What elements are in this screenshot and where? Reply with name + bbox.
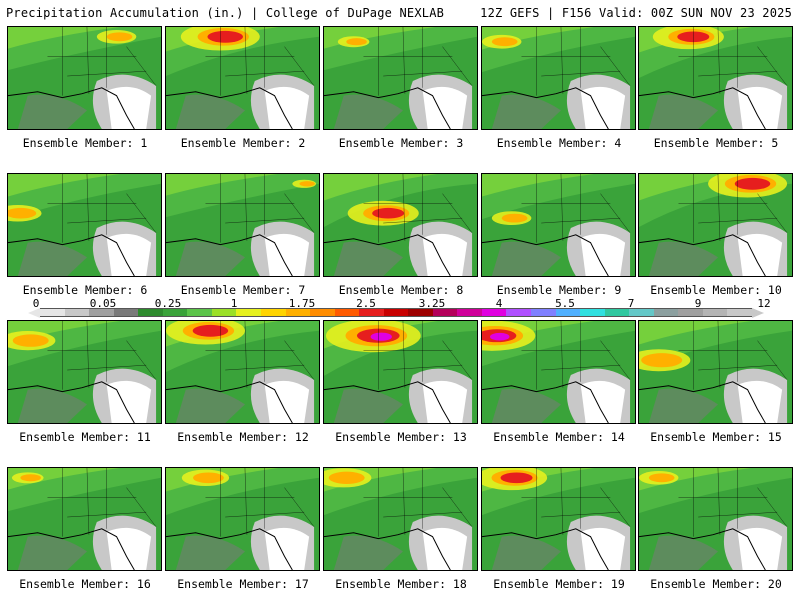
precip-map-panel [481, 467, 636, 571]
colorbar-tick-label: 0.05 [89, 297, 117, 310]
precipitation-colorbar [28, 308, 764, 318]
ensemble-member-label: Ensemble Member: 14 [493, 430, 625, 444]
colorbar-segment [580, 308, 606, 317]
precip-map-panel [638, 320, 793, 424]
colorbar-segment [187, 308, 213, 317]
colorbar-segment [113, 308, 139, 317]
precip-map-panel [638, 26, 793, 130]
precip-map-panel [481, 320, 636, 424]
ensemble-member-label: Ensemble Member: 15 [650, 430, 782, 444]
ensemble-member-label: Ensemble Member: 4 [496, 136, 622, 150]
colorbar-segment [236, 308, 262, 317]
colorbar-tick-label: 1 [230, 297, 238, 310]
colorbar-tick-label: 12 [757, 297, 771, 310]
precip-map-panel [7, 173, 162, 277]
ensemble-member-label: Ensemble Member: 20 [650, 577, 782, 591]
ensemble-member-label: Ensemble Member: 11 [19, 430, 151, 444]
colorbar-tick-label: 4 [495, 297, 503, 310]
ensemble-member-label: Ensemble Member: 8 [338, 283, 464, 297]
ensemble-member-label: Ensemble Member: 1 [22, 136, 148, 150]
ensemble-member-label: Ensemble Member: 16 [19, 577, 151, 591]
ensemble-member-label: Ensemble Member: 18 [335, 577, 467, 591]
precip-map-panel [323, 173, 478, 277]
ensemble-member-label: Ensemble Member: 7 [180, 283, 306, 297]
ensemble-member-label: Ensemble Member: 2 [180, 136, 306, 150]
colorbar-segment [432, 308, 458, 317]
ensemble-member-label: Ensemble Member: 5 [653, 136, 779, 150]
precip-map-panel [481, 173, 636, 277]
colorbar-tick-label: 5.5 [555, 297, 575, 310]
colorbar-segment [310, 308, 336, 317]
precip-map-panel [323, 26, 478, 130]
colorbar-left-arrow [28, 308, 40, 318]
colorbar-segment [727, 308, 753, 317]
colorbar-segment [285, 308, 311, 317]
colorbar-segment [629, 308, 655, 317]
colorbar-segment [162, 308, 188, 317]
ensemble-member-label: Ensemble Member: 17 [177, 577, 309, 591]
colorbar-segment [506, 308, 532, 317]
precip-map-panel [165, 320, 320, 424]
colorbar-segment [64, 308, 90, 317]
precip-map-panel [7, 26, 162, 130]
map-title: Precipitation Accumulation (in.) | Colle… [6, 6, 445, 20]
colorbar-segment [211, 308, 237, 317]
precip-map-panel [7, 467, 162, 571]
colorbar-tick-label: 3.25 [418, 297, 446, 310]
colorbar-segment [89, 308, 115, 317]
ensemble-member-label: Ensemble Member: 19 [493, 577, 625, 591]
precip-map-panel [7, 320, 162, 424]
colorbar-segment [653, 308, 679, 317]
precip-map-panel [638, 173, 793, 277]
colorbar-segment [481, 308, 507, 317]
precip-map-panel [481, 26, 636, 130]
colorbar-tick-label: 0 [32, 297, 40, 310]
precip-map-panel [323, 320, 478, 424]
ensemble-member-label: Ensemble Member: 12 [177, 430, 309, 444]
colorbar-segment [383, 308, 409, 317]
model-valid-time: 12Z GEFS | F156 Valid: 00Z SUN NOV 23 20… [480, 6, 792, 20]
colorbar-segment [359, 308, 385, 317]
ensemble-member-label: Ensemble Member: 13 [335, 430, 467, 444]
colorbar-tick-label: 7 [627, 297, 635, 310]
ensemble-member-label: Ensemble Member: 10 [650, 283, 782, 297]
colorbar-segment [678, 308, 704, 317]
precip-map-panel [165, 467, 320, 571]
colorbar-tick-label: 9 [694, 297, 702, 310]
colorbar-right-arrow [752, 308, 764, 318]
colorbar-segment [702, 308, 728, 317]
precip-map-panel [638, 467, 793, 571]
colorbar-segment [138, 308, 164, 317]
colorbar-tick-label: 2.5 [356, 297, 376, 310]
colorbar-segment [334, 308, 360, 317]
ensemble-member-label: Ensemble Member: 3 [338, 136, 464, 150]
colorbar-segment [531, 308, 557, 317]
colorbar-segment [40, 308, 66, 317]
colorbar-segment [408, 308, 434, 317]
ensemble-member-label: Ensemble Member: 9 [496, 283, 622, 297]
precip-map-panel [323, 467, 478, 571]
precip-map-panel [165, 26, 320, 130]
precip-map-panel [165, 173, 320, 277]
colorbar-tick-label: 1.75 [288, 297, 316, 310]
colorbar-segment [260, 308, 286, 317]
colorbar-tick-label: 0.25 [154, 297, 182, 310]
colorbar-segment [555, 308, 581, 317]
ensemble-member-label: Ensemble Member: 6 [22, 283, 148, 297]
colorbar-segment [457, 308, 483, 317]
colorbar-segment [604, 308, 630, 317]
